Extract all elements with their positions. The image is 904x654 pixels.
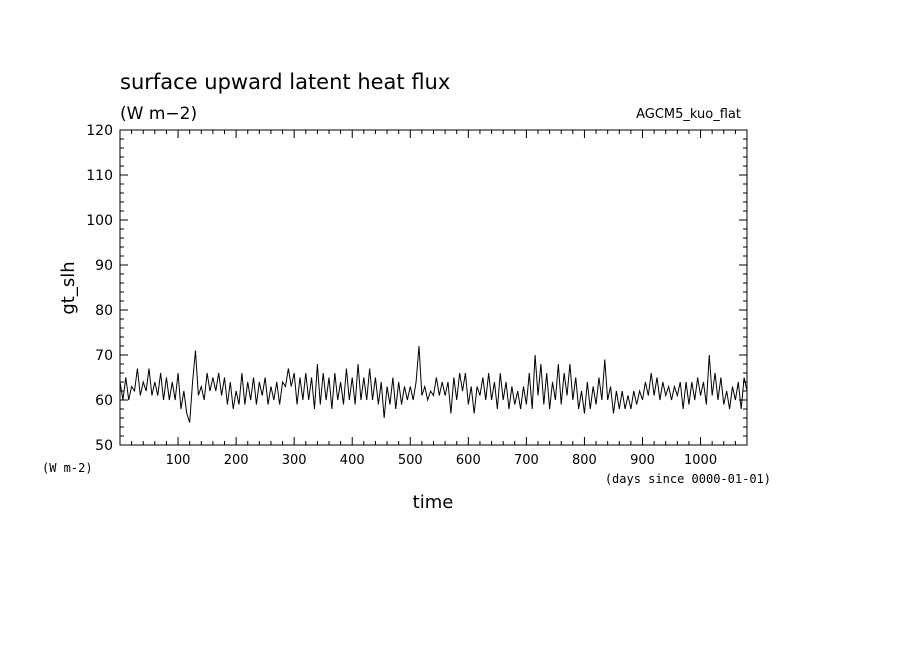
x-tick-label: 800 (572, 453, 597, 468)
y-tick-label: 50 (95, 438, 113, 454)
y-tick-label: 70 (95, 348, 113, 364)
x-tick-label: 600 (456, 453, 481, 468)
series-line (119, 345, 748, 423)
x-tick-label: 100 (166, 453, 191, 468)
y-tick-label: 120 (86, 123, 113, 139)
y-axis-label: gt_slh (58, 261, 79, 314)
x-tick-label: 900 (630, 453, 655, 468)
x-units-label: (days since 0000-01-01) (605, 472, 771, 486)
x-tick-label: 700 (514, 453, 539, 468)
plot-frame (119, 129, 748, 446)
y-units-small: (W m-2) (42, 461, 93, 475)
chart-title: surface upward latent heat flux (120, 70, 450, 94)
y-tick-label: 110 (86, 168, 113, 184)
x-tick-label: 300 (282, 453, 307, 468)
x-tick-label: 1000 (684, 453, 717, 468)
series-group (119, 345, 748, 423)
x-tick-label: 500 (398, 453, 423, 468)
chart-units: (W m−2) (120, 104, 197, 124)
run-label: AGCM5_kuo_flat (636, 107, 741, 122)
y-tick-label: 100 (86, 213, 113, 229)
x-tick-label: 200 (224, 453, 249, 468)
x-axis-label: time (413, 492, 454, 513)
y-tick-label: 90 (95, 258, 113, 274)
axes: 50 60 70 80 90 100 110 120 100 200 300 400 500 600 700… (86, 123, 747, 468)
x-tick-label: 400 (340, 453, 365, 468)
y-tick-label: 80 (95, 303, 113, 319)
y-tick-label: 60 (95, 393, 113, 409)
